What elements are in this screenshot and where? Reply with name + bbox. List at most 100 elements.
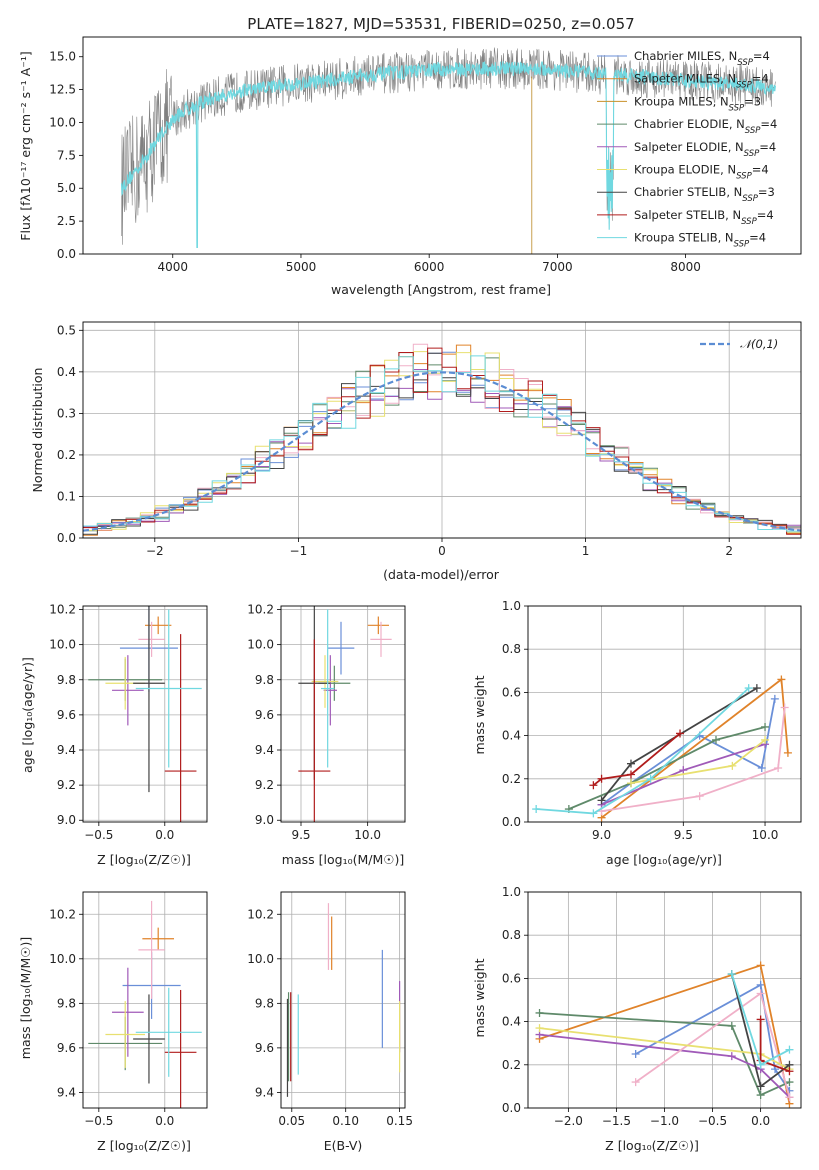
- mass-vs-ebv-panel: 0.05 0.10 0.15 9.4 9.6 9.8 10.0 10.2: [247, 891, 413, 1128]
- mass-weight-marker: [744, 684, 753, 693]
- mass-weight-line: [592, 732, 681, 787]
- y-tick-label: 0.4: [57, 365, 76, 379]
- y-tick-label: 9.0: [255, 813, 274, 827]
- residuals-legend-label: 𝒩(0,1): [740, 337, 778, 351]
- mass-weight-marker: [756, 961, 765, 970]
- axes-frame: [280, 891, 406, 1109]
- y-tick-label: 0.1: [57, 489, 76, 503]
- y-tick-label: 9.4: [57, 743, 76, 757]
- weight-vs-Z-ylabel: mass weight: [472, 958, 487, 1037]
- mass-vs-ebv-xlabel: E(B-V): [324, 1138, 363, 1153]
- mass-weight-marker: [695, 792, 704, 801]
- residuals-ylabel: Normed distribution: [30, 368, 45, 493]
- residuals-xlabel: (data-model)/error: [383, 567, 500, 582]
- x-tick-label: 5000: [286, 260, 317, 274]
- mass-weight-marker: [727, 1052, 736, 1061]
- age-vs-Z-xlabel: Z [log₁₀(Z/Z☉)]: [97, 852, 191, 867]
- y-tick-label: 9.4: [255, 1085, 274, 1099]
- y-tick-label: 7.5: [57, 148, 76, 162]
- x-tick-label: 9.5: [674, 828, 693, 842]
- mass-weight-marker: [785, 1067, 794, 1076]
- spectrum-title: PLATE=1827, MJD=53531, FIBERID=0250, z=0…: [247, 15, 634, 33]
- y-tick-label: 1.0: [502, 599, 521, 613]
- x-tick-label: −1.0: [650, 1114, 679, 1128]
- mass-weight-line: [601, 707, 786, 813]
- mass-weight-marker: [756, 980, 765, 989]
- mass-weight-marker: [597, 796, 606, 805]
- histogram-step: [83, 355, 801, 532]
- y-tick-label: 9.0: [57, 813, 76, 827]
- y-tick-label: 10.2: [49, 907, 76, 921]
- x-tick-label: 8000: [670, 260, 701, 274]
- mass-weight-marker: [535, 1024, 544, 1033]
- mass-weight-marker: [756, 1091, 765, 1100]
- mass-weight-marker: [752, 684, 761, 693]
- axes-frame: [527, 605, 802, 823]
- mass-weight-marker: [728, 761, 737, 770]
- x-tick-label: −2.0: [554, 1114, 583, 1128]
- age-vs-Z-panel: −0.5 0.0 9.0 9.2 9.4 9.6 9.8 10.0 10.2: [49, 603, 208, 842]
- mass-weight-line: [539, 1012, 790, 1097]
- age-vs-mass-xlabel: mass [log₁₀(M/M☉)]: [282, 852, 404, 867]
- x-tick-label: −0.5: [84, 828, 113, 842]
- mass-weight-marker: [727, 1021, 736, 1030]
- y-tick-label: 10.2: [49, 603, 76, 617]
- x-tick-label: 1: [582, 544, 590, 558]
- mass-vs-Z-xlabel: Z [log₁₀(Z/Z☉)]: [97, 1138, 191, 1153]
- y-tick-label: 10.0: [49, 952, 76, 966]
- y-tick-label: 9.2: [255, 778, 274, 792]
- weight-vs-Z-xlabel: Z [log₁₀(Z/Z☉)]: [605, 1138, 699, 1153]
- mass-weight-marker: [756, 989, 765, 998]
- residuals-panel: −2 −1 0 1 2 0.0 0.1 0.2 0.3 0.4 0.5 (data-model)/e…: [30, 321, 802, 582]
- gaussian-curve: [83, 371, 801, 532]
- y-tick-label: 0.0: [57, 247, 76, 261]
- y-tick-label: 10.0: [49, 638, 76, 652]
- y-tick-label: 0.0: [502, 815, 521, 829]
- mass-weight-marker: [783, 748, 792, 757]
- x-tick-label: −0.5: [84, 1114, 113, 1128]
- y-tick-label: 10.2: [247, 907, 274, 921]
- y-tick-label: 0.4: [502, 729, 521, 743]
- y-tick-label: 10.0: [247, 638, 274, 652]
- x-tick-label: −1: [290, 544, 308, 558]
- mass-weight-marker: [727, 970, 736, 979]
- x-tick-label: 9.5: [291, 828, 310, 842]
- x-tick-label: −1.5: [602, 1114, 631, 1128]
- mass-weight-marker: [631, 1050, 640, 1058]
- x-tick-label: 0.15: [386, 1114, 413, 1128]
- mass-weight-marker: [774, 764, 783, 772]
- y-tick-label: 0.6: [502, 971, 521, 985]
- mass-weight-marker: [535, 1008, 544, 1017]
- y-tick-label: 0.4: [502, 1015, 521, 1029]
- mass-weight-marker: [777, 675, 786, 684]
- mass-weight-marker: [626, 779, 635, 788]
- x-tick-label: 6000: [414, 260, 445, 274]
- x-tick-label: 0.05: [278, 1114, 305, 1128]
- x-tick-label: 9.0: [592, 828, 611, 842]
- y-tick-label: 2.5: [57, 214, 76, 228]
- y-tick-label: 9.8: [255, 673, 274, 687]
- y-tick-label: 0.0: [57, 531, 76, 545]
- axes-frame: [527, 891, 802, 1109]
- mass-weight-marker: [532, 805, 541, 814]
- mass-weight-marker: [626, 770, 635, 779]
- mass-weight-marker: [756, 1015, 765, 1024]
- y-tick-label: 0.6: [502, 685, 521, 699]
- weight-vs-age-panel: 9.0 9.5 10.0 0.0 0.2 0.4 0.6 0.8 1.0: [502, 599, 802, 842]
- x-tick-label: 2: [725, 544, 733, 558]
- mass-weight-marker: [785, 1093, 794, 1102]
- x-tick-label: 0: [438, 544, 446, 558]
- y-tick-label: 0.0: [502, 1101, 521, 1115]
- y-tick-label: 9.6: [255, 1041, 274, 1055]
- y-tick-label: 0.2: [57, 448, 76, 462]
- x-tick-label: 0.0: [155, 1114, 174, 1128]
- mass-weight-marker: [589, 809, 598, 818]
- y-tick-label: 0.2: [502, 1058, 521, 1072]
- mass-weight-line: [568, 726, 766, 810]
- x-tick-label: −0.5: [698, 1114, 727, 1128]
- age-vs-mass-panel: 9.5 10.0 9.0 9.2 9.4 9.6 9.8 10.0 10.2: [247, 603, 406, 842]
- y-tick-label: 9.8: [57, 996, 76, 1010]
- y-tick-label: 0.2: [502, 772, 521, 786]
- axes-frame: [82, 36, 802, 255]
- x-tick-label: −2: [146, 544, 164, 558]
